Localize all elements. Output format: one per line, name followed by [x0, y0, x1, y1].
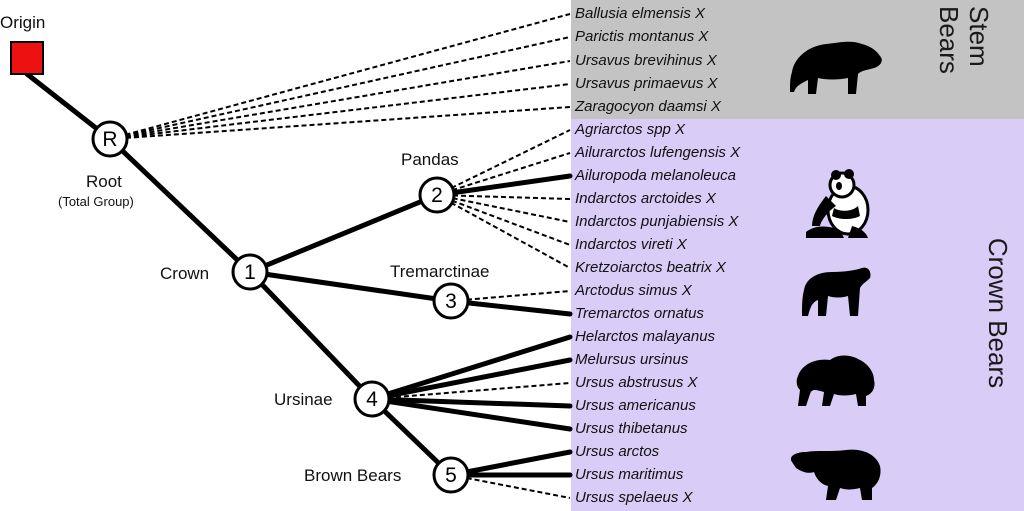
short-faced-bear-icon — [790, 41, 882, 94]
taxon-label: Ballusia elmensis X — [575, 5, 706, 22]
terminal-branch — [371, 382, 571, 400]
taxon-label: Ursus abstrusus X — [575, 374, 698, 391]
terminal-branch — [109, 60, 571, 140]
taxon-label: Ursus americanus — [575, 397, 696, 414]
terminal-branch — [436, 194, 571, 269]
tremarctinae-label: Tremarctinae — [390, 262, 490, 281]
spectacled-bear-icon — [802, 267, 871, 316]
n1-n2-branch — [247, 192, 440, 275]
taxon-label: Ursavus brevihinus X — [575, 52, 717, 69]
root-sublabel: (Total Group) — [58, 194, 134, 209]
node-n1-number: 1 — [244, 261, 256, 284]
terminal-branch — [436, 194, 571, 223]
node-n5-number: 5 — [445, 464, 457, 487]
taxon-label: Zaragocyon daamsi X — [575, 98, 721, 115]
taxon-label: Tremarctos ornatus — [575, 305, 704, 322]
giant-panda-icon — [806, 169, 870, 238]
pandas-label: Pandas — [401, 150, 459, 169]
terminal-branch — [109, 36, 571, 140]
terminal-branch — [448, 298, 573, 317]
taxon-label: Helarctos malayanus — [575, 328, 716, 345]
terminal-branch — [450, 474, 571, 499]
node-n3-circle — [432, 282, 470, 320]
taxon-label: Arctodus simus X — [575, 282, 692, 299]
taxon-label: Ursus maritimus — [575, 466, 684, 483]
terminal-branch — [434, 173, 573, 198]
taxon-label: Indarctos arctoides X — [575, 190, 716, 207]
terminal-branch — [436, 129, 571, 196]
node-n5-circle — [432, 456, 470, 494]
node-n2-circle — [418, 176, 456, 214]
taxon-label: Kretzoiarctos beatrix X — [575, 259, 726, 276]
brown-bears-label: Brown Bears — [304, 466, 402, 485]
terminal-branch — [369, 334, 573, 402]
crown-label: Crown — [160, 264, 210, 283]
taxon-label: Melursus ursinus — [575, 351, 689, 368]
taxon-label: Ursus spelaeus X — [575, 489, 693, 506]
node-n1-circle — [231, 253, 269, 291]
taxon-label: Parictis montanus X — [575, 28, 709, 45]
terminal-branch — [369, 357, 573, 402]
taxon-label: Ailurarctos lufengensis X — [575, 144, 741, 161]
node-n4-circle — [353, 380, 391, 418]
taxon-label: Ailuropoda melanoleuca — [575, 167, 736, 184]
terminal-branch — [436, 194, 571, 200]
node-n3-number: 3 — [445, 290, 457, 313]
node-root-circle — [91, 120, 129, 158]
terminal-branch — [450, 290, 571, 302]
sloth-bear-icon — [796, 355, 875, 406]
taxon-label: Indarctos vireti X — [575, 236, 687, 253]
root-n1-branch — [107, 136, 253, 275]
node-n4-number: 4 — [366, 388, 378, 411]
taxon-label: Ursus thibetanus — [575, 420, 688, 437]
ursinae-label: Ursinae — [274, 390, 333, 409]
n1-n3-branch — [247, 269, 454, 304]
crown-bears-band — [571, 119, 1024, 511]
terminal-branch — [369, 396, 573, 409]
taxon-label: Ursus arctos — [575, 443, 660, 460]
terminal-branch — [436, 152, 571, 196]
terminal-branch — [109, 83, 571, 140]
taxon-label: Agriarctos spp X — [575, 121, 686, 138]
root-label: Root — [86, 172, 122, 191]
origin-label: Origin — [0, 13, 46, 32]
taxon-label: Ursavus primaevus X — [575, 75, 718, 92]
polar-bear-icon — [790, 449, 881, 500]
taxon-label: Indarctos punjabiensis X — [575, 213, 739, 230]
node-root-number: R — [102, 128, 117, 151]
node-n2-number: 2 — [431, 184, 443, 207]
terminal-branch — [369, 396, 573, 432]
terminal-branch — [448, 449, 573, 478]
n1-n4-branch — [247, 269, 375, 402]
terminal-branch — [109, 106, 571, 140]
origin-marker — [10, 41, 44, 75]
